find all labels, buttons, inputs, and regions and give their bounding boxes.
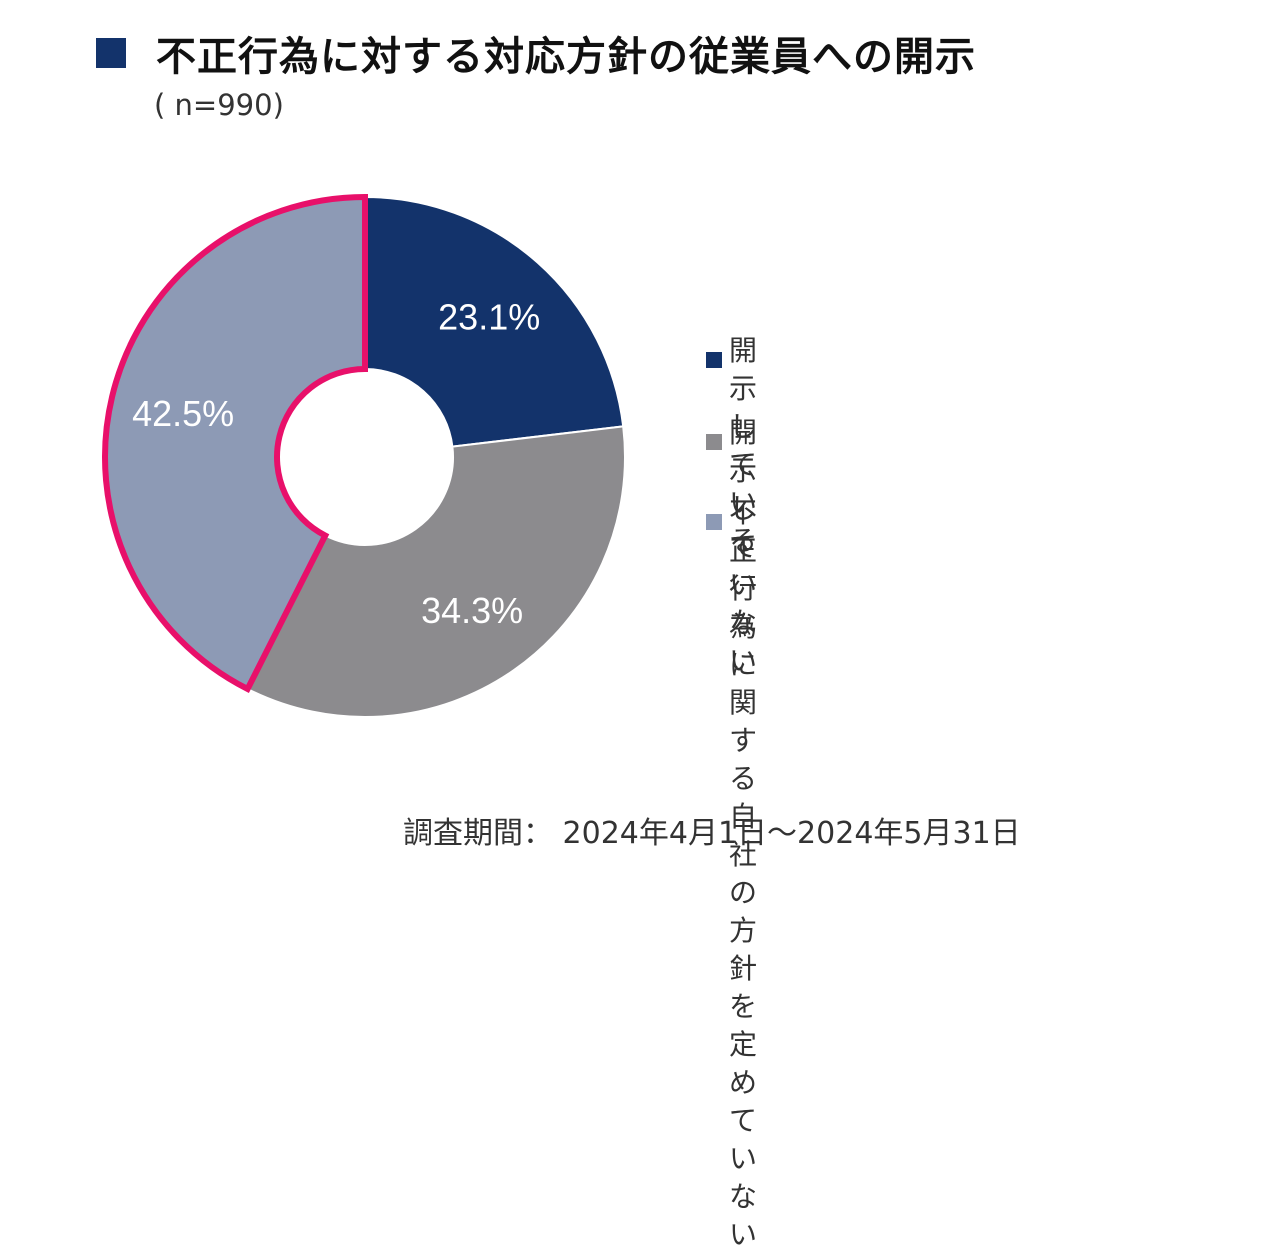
legend-swatch-not-disclosed	[706, 434, 722, 450]
survey-period: 調査期間： 2024年4月1日～2024年5月31日	[403, 816, 1021, 851]
slice-disclosed	[364, 195, 625, 448]
highlight-outline	[102, 193, 368, 694]
chart-title: 不正行為に対する対応方針の従業員への開示	[156, 34, 976, 80]
legend-label-disclosed: 開示している	[729, 334, 760, 557]
donut-chart: 23.1% 34.3% 42.5%	[102, 193, 626, 718]
legend-swatch-no-policy	[706, 514, 722, 530]
legend-swatch-disclosed	[706, 352, 722, 368]
legend-label-no-policy: 不正行為に関する自社の 方針を定めていない	[729, 496, 760, 1251]
chart-subtitle: ( n=990)	[154, 88, 284, 122]
legend-item-disclosed: 開示している	[706, 332, 759, 560]
legend-item-not-disclosed: 開示していない	[706, 414, 759, 680]
legend-label-not-disclosed: 開示していない	[729, 416, 760, 677]
title-row: 不正行為に対する対応方針の従業員への開示	[96, 24, 976, 82]
title-square-icon	[96, 38, 126, 68]
slice-label-no-policy: 42.5%	[132, 393, 234, 434]
slice-not-disclosed	[246, 425, 626, 718]
slice-label-disclosed: 23.1%	[438, 297, 540, 338]
slice-label-not-disclosed: 34.3%	[421, 590, 523, 631]
legend-item-no-policy: 不正行為に関する自社の 方針を定めていない	[706, 494, 759, 1254]
